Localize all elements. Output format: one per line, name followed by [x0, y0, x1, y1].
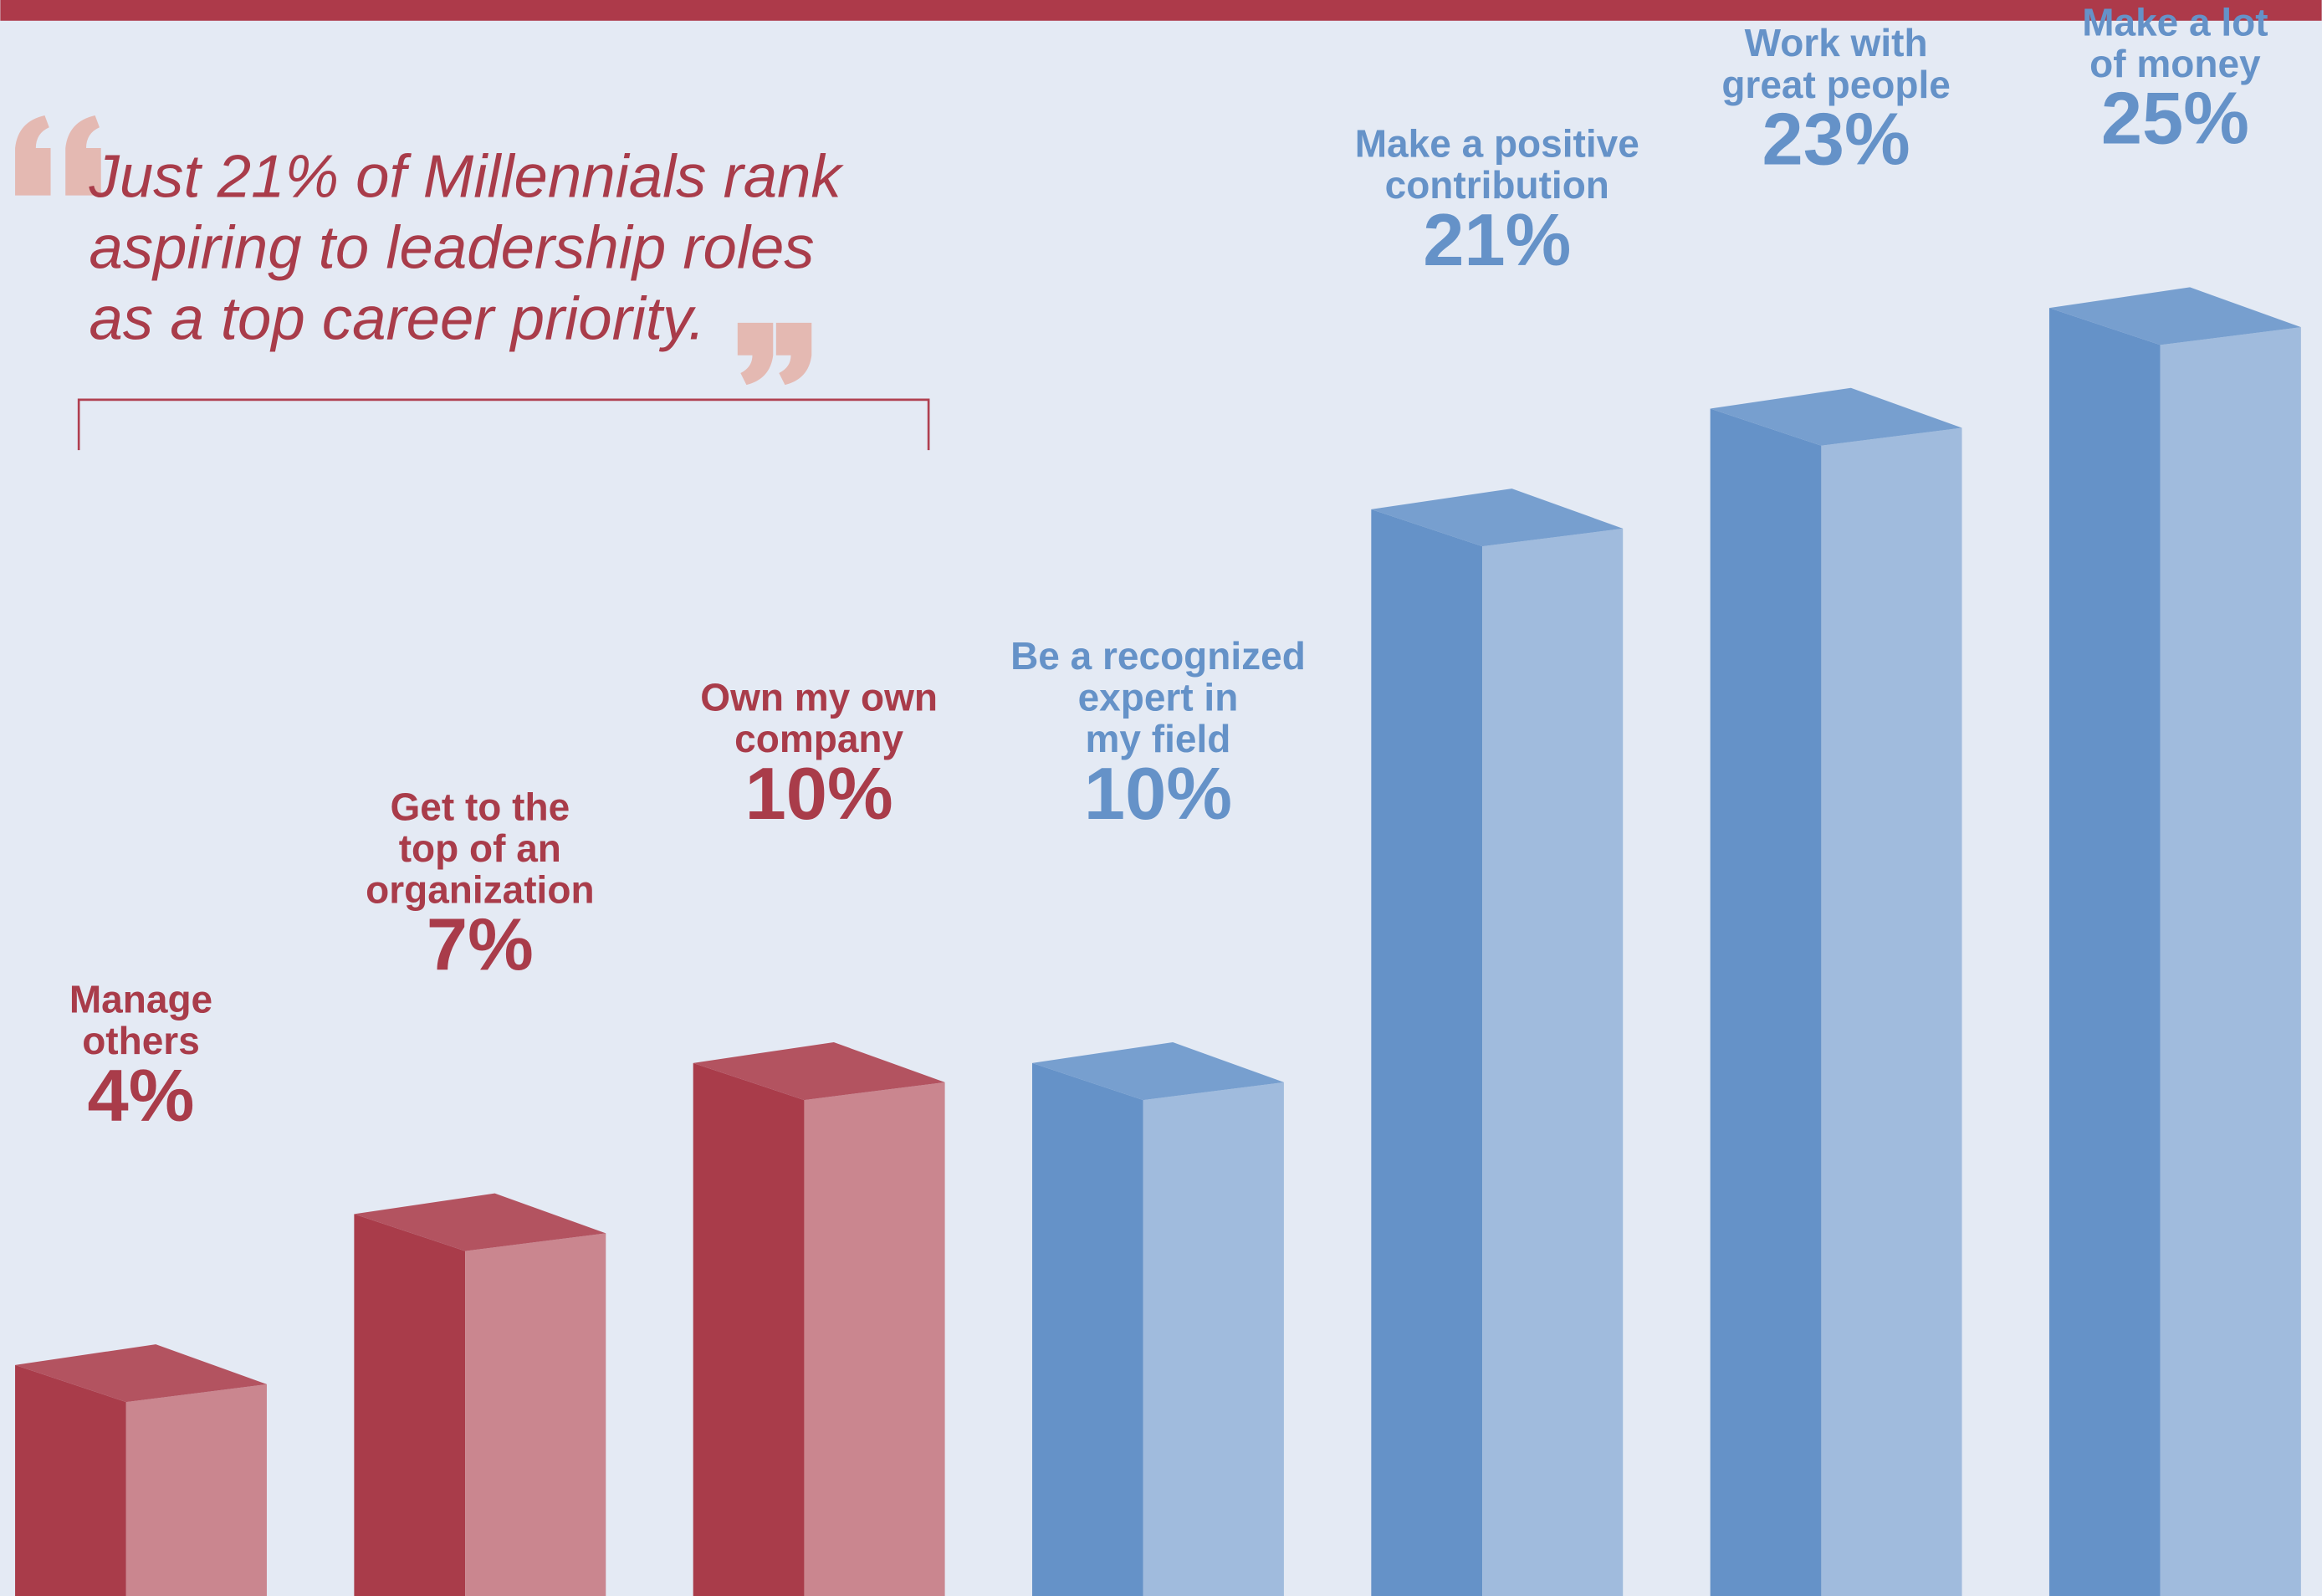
bar-side	[1482, 528, 1624, 1596]
value-label: 23%	[1762, 97, 1910, 180]
value-label: 10%	[1084, 752, 1232, 835]
bar-side	[1143, 1082, 1284, 1596]
bar-top	[693, 1042, 945, 1101]
category-label: Make a lot of money	[2082, 0, 2268, 85]
bar-front	[2048, 308, 2161, 1596]
bar-side	[2160, 327, 2301, 1596]
value-label: 10%	[745, 752, 893, 835]
bar-front	[354, 1214, 466, 1596]
value-label: 21%	[1423, 198, 1571, 281]
bar-side	[465, 1233, 606, 1596]
bar-side	[804, 1082, 945, 1596]
bar-front	[693, 1062, 805, 1596]
open-quote-mark	[15, 115, 101, 196]
bar-front	[1371, 509, 1483, 1596]
close-quote-mark	[737, 322, 812, 386]
category-label: Be a recognized expert in my field	[1010, 634, 1306, 760]
bar-front	[1710, 408, 1822, 1596]
bar-top	[2048, 287, 2301, 345]
bar-top	[15, 1344, 267, 1403]
value-label: 4%	[88, 1054, 195, 1137]
quote-text: Just 21% of Millennials rank aspiring to …	[89, 142, 845, 352]
value-label: 7%	[427, 903, 534, 985]
bar-side	[1821, 427, 1962, 1596]
category-label: Work with great people	[1721, 21, 1951, 106]
category-label: Manage others	[69, 978, 212, 1063]
bar-front	[1032, 1062, 1143, 1596]
bar-top	[1710, 387, 1962, 446]
bar-front	[15, 1364, 126, 1596]
bar-side	[125, 1384, 267, 1596]
bar-top	[1371, 489, 1624, 547]
bar-top	[354, 1193, 606, 1251]
value-label: 25%	[2101, 77, 2249, 160]
quote-bracket	[77, 398, 930, 451]
category-label: Own my own company	[700, 676, 938, 761]
category-label: Get to the top of an organization	[366, 785, 594, 912]
bar-top	[1032, 1042, 1284, 1101]
category-label: Make a positive contribution	[1355, 122, 1639, 207]
top-band	[0, 0, 2322, 21]
